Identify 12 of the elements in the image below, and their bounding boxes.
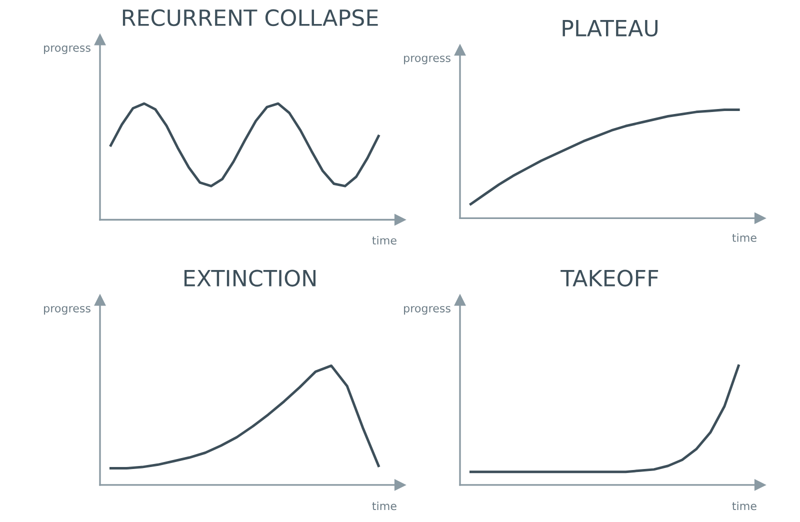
y-axis-title: progress	[44, 45, 90, 54]
x-axis-title: time	[372, 502, 396, 510]
chart-title: RECURRENT COLLAPSE	[122, 9, 378, 26]
chart-title: TAKEOFF	[560, 270, 658, 287]
y-axis-title: progress	[404, 56, 450, 64]
x-axis-title: time	[372, 236, 396, 245]
y-axis-title: progress	[404, 306, 450, 315]
y-axis-title: progress	[44, 306, 90, 315]
chart-title: EXTINCTION	[184, 270, 316, 287]
chart-title: PLATEAU	[562, 20, 658, 37]
x-axis-title: time	[732, 502, 756, 510]
x-axis-title: time	[732, 233, 756, 242]
